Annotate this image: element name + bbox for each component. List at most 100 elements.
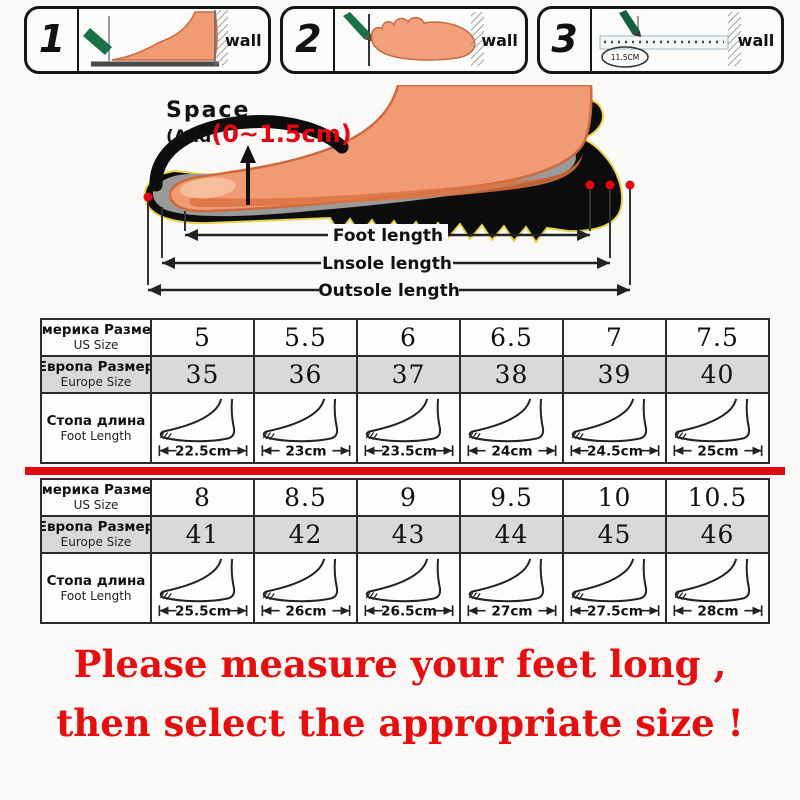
instruction-step-3: 3 11.5CM wall — [536, 6, 784, 74]
europe-size-cell: 38 — [459, 357, 562, 392]
foot-outline-icon: 24.5cm — [569, 397, 660, 459]
us-size-cell: 9.5 — [459, 480, 562, 515]
us-size-cell: 7.5 — [665, 320, 768, 355]
wall-label: wall — [737, 30, 775, 50]
europe-size-header: Европа Размер Europe Size — [42, 517, 150, 552]
shoe-measurement-diagram: Foot length Lnsole length Outsole length — [143, 85, 635, 301]
svg-text:27.5cm: 27.5cm — [587, 603, 643, 619]
space-allowance: (Add(0~1.5cm) — [166, 120, 352, 149]
foot-length-cell: 26cm — [253, 554, 356, 622]
foot-outline-icon: 23cm — [260, 397, 351, 459]
europe-size-cell: 42 — [253, 517, 356, 552]
us-size-cell: 10.5 — [665, 480, 768, 515]
europe-size-cell: 45 — [562, 517, 665, 552]
us-size-cell: 7 — [562, 320, 665, 355]
foot-outline-icon: 22.5cm — [157, 397, 248, 459]
size-table-section-2: Америка Размер US Size 8 8.5 9 9.5 10 10… — [40, 478, 770, 624]
us-size-row: Америка Размер US Size 8 8.5 9 9.5 10 10… — [42, 480, 768, 515]
foot-length-cell: 24cm — [459, 394, 562, 462]
foot-length-cell: 24.5cm — [562, 394, 665, 462]
measure-heel-to-wall-icon — [83, 10, 228, 67]
foot-outline-icon: 27.5cm — [569, 557, 660, 619]
svg-text:26.5cm: 26.5cm — [381, 603, 437, 619]
foot-length-header: Стопа длина Foot Length — [46, 572, 146, 603]
svg-text:23.5cm: 23.5cm — [381, 443, 437, 459]
foot-length-cell: 26.5cm — [356, 554, 459, 622]
foot-outline-icon: 24cm — [466, 397, 557, 459]
space-arrow-icon — [240, 145, 256, 163]
foot-length-header: Стопа длина Foot Length — [46, 412, 146, 443]
foot-outline-icon: 23.5cm — [363, 397, 454, 459]
us-size-cell: 8.5 — [253, 480, 356, 515]
notice-line-1: Please measure your feet long , — [73, 642, 727, 686]
foot-length-cell: 23.5cm — [356, 394, 459, 462]
foot-outline-icon: 25.5cm — [157, 557, 248, 619]
size-table-section-1: Америка Размер US Size 5 5.5 6 6.5 7 7.5… — [40, 318, 770, 464]
svg-text:25cm: 25cm — [697, 443, 738, 459]
us-size-cell: 9 — [356, 480, 459, 515]
insole-length-label: Lnsole length — [322, 254, 452, 274]
foot-length-cell: 27.5cm — [562, 554, 665, 622]
svg-text:27cm: 27cm — [491, 603, 532, 619]
foot-length-cell: 23cm — [253, 394, 356, 462]
instruction-panels: 1 wall 2 — [24, 6, 784, 74]
step-number: 2 — [283, 9, 336, 71]
svg-text:23cm: 23cm — [285, 443, 326, 459]
section-divider-bar — [25, 467, 785, 475]
foot-outline-icon: 28cm — [672, 557, 763, 619]
europe-size-cell: 39 — [562, 357, 665, 392]
space-label: Space — [166, 98, 251, 123]
mark-toe-with-pencil-icon — [343, 12, 485, 66]
europe-size-header: Европа Размер Europe Size — [42, 357, 150, 392]
us-size-row: Америка Размер US Size 5 5.5 6 6.5 7 7.5 — [42, 320, 768, 355]
europe-size-cell: 46 — [665, 517, 768, 552]
ruler-measurement-label: 11.5CM — [610, 53, 638, 62]
foot-length-row: Стопа длина Foot Length 25.5cm 26cm 26.5… — [42, 552, 768, 622]
step-number: 1 — [27, 9, 79, 71]
europe-size-cell: 36 — [253, 357, 356, 392]
europe-size-cell: 43 — [356, 517, 459, 552]
wall-label: wall — [481, 30, 518, 50]
foot-length-row: Стопа длина Foot Length 22.5cm 23cm 23.5… — [42, 392, 768, 462]
svg-text:24cm: 24cm — [491, 443, 532, 459]
foot-illustration — [168, 85, 593, 213]
svg-text:25.5cm: 25.5cm — [175, 603, 231, 619]
instruction-step-2: 2 wall — [280, 6, 528, 74]
us-size-header: Америка Размер US Size — [42, 322, 150, 353]
us-size-header: Америка Размер US Size — [42, 482, 150, 513]
foot-length-cell: 25cm — [665, 394, 768, 462]
europe-size-row: Европа Размер Europe Size 35 36 37 38 39… — [42, 355, 768, 392]
us-size-cell: 5 — [150, 320, 253, 355]
europe-size-cell: 37 — [356, 357, 459, 392]
notice-line-2: then select the appropriate size ! — [56, 701, 744, 745]
instruction-step-1: 1 wall — [24, 6, 272, 74]
foot-outline-icon: 25cm — [672, 397, 763, 459]
foot-length-cell: 22.5cm — [150, 394, 253, 462]
svg-text:22.5cm: 22.5cm — [175, 443, 231, 459]
svg-text:24.5cm: 24.5cm — [587, 443, 643, 459]
foot-length-cell: 28cm — [665, 554, 768, 622]
svg-text:28cm: 28cm — [697, 603, 738, 619]
us-size-cell: 8 — [150, 480, 253, 515]
us-size-cell: 6.5 — [459, 320, 562, 355]
step-number: 3 — [540, 9, 592, 71]
foot-length-cell: 25.5cm — [150, 554, 253, 622]
us-size-cell: 6 — [356, 320, 459, 355]
europe-size-row: Европа Размер Europe Size 41 42 43 44 45… — [42, 515, 768, 552]
foot-outline-icon: 26.5cm — [363, 557, 454, 619]
size-table: Америка Размер US Size 5 5.5 6 6.5 7 7.5… — [25, 318, 785, 624]
toe-space-note: Space (Add(0~1.5cm) — [166, 98, 352, 149]
foot-outline-icon: 26cm — [260, 557, 351, 619]
measure-notice: Please measure your feet long , then sel… — [0, 642, 800, 760]
measure-with-ruler-icon: 11.5CM — [599, 10, 741, 68]
us-size-cell: 5.5 — [253, 320, 356, 355]
europe-size-cell: 40 — [665, 357, 768, 392]
svg-text:26cm: 26cm — [285, 603, 326, 619]
foot-length-label: Foot length — [333, 226, 443, 246]
europe-size-cell: 35 — [150, 357, 253, 392]
wall-label: wall — [225, 30, 262, 50]
foot-outline-icon: 27cm — [466, 557, 557, 619]
us-size-cell: 10 — [562, 480, 665, 515]
outsole-length-label: Outsole length — [318, 281, 460, 301]
europe-size-cell: 41 — [150, 517, 253, 552]
